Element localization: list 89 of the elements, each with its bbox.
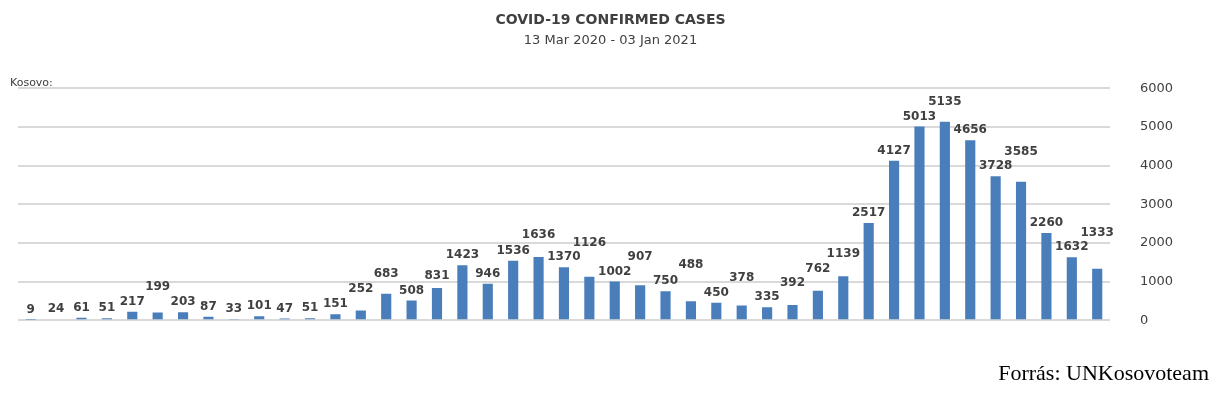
bar	[1066, 257, 1077, 320]
data-label: 508	[399, 282, 425, 297]
bar	[457, 265, 468, 320]
bar	[406, 300, 417, 320]
data-label: 1126	[572, 234, 607, 249]
y-tick-label: 3000	[1139, 195, 1174, 211]
data-label: 831	[424, 268, 450, 283]
bar	[482, 283, 493, 320]
data-label: 907	[627, 249, 653, 264]
bar	[914, 126, 925, 320]
data-label: 2260	[1029, 215, 1064, 230]
y-tick-label: 0	[1139, 311, 1149, 327]
bar	[558, 267, 570, 320]
y-tick-label: 5000	[1139, 118, 1174, 134]
bar	[177, 312, 189, 320]
data-label: 24	[47, 301, 65, 316]
bar	[812, 290, 823, 320]
data-label: 51	[98, 300, 116, 315]
chart-title: COVID-19 CONFIRMED CASES	[495, 11, 726, 28]
data-label: 683	[373, 265, 399, 280]
bar	[990, 176, 1001, 320]
data-label: 252	[348, 280, 374, 295]
bar	[1015, 181, 1027, 320]
data-label: 61	[73, 299, 90, 314]
bar	[254, 316, 265, 320]
bar	[533, 257, 544, 320]
data-label: 101	[246, 298, 272, 313]
data-label: 47	[276, 300, 293, 315]
bar	[863, 222, 874, 320]
data-label: 33	[225, 301, 243, 316]
data-label: 488	[678, 257, 704, 272]
data-label: 946	[475, 265, 501, 280]
y-tick-label: 2000	[1139, 234, 1174, 250]
data-label: 5135	[928, 93, 962, 108]
data-label: 203	[170, 294, 196, 309]
bar	[1041, 232, 1052, 320]
bar	[635, 285, 646, 320]
bar	[609, 281, 620, 320]
bar	[762, 307, 773, 320]
data-label: 750	[653, 273, 679, 288]
y-tick-label: 6000	[1139, 79, 1174, 95]
bar	[660, 291, 671, 320]
bar	[838, 276, 849, 320]
bar	[1092, 268, 1103, 320]
annotation: Kosovo:	[10, 76, 53, 89]
bar	[330, 314, 341, 320]
chart-subtitle: 13 Mar 2020 - 03 Jan 2021	[523, 31, 698, 47]
data-label: 151	[322, 296, 348, 311]
data-label: 2517	[851, 205, 886, 220]
bar	[711, 302, 722, 320]
data-label: 1423	[445, 247, 480, 262]
data-label: 87	[200, 298, 217, 313]
bar	[736, 305, 747, 320]
bar	[685, 301, 696, 320]
data-label: 1370	[547, 249, 581, 264]
data-label: 3585	[1004, 143, 1038, 158]
data-label: 51	[301, 300, 319, 315]
bar	[203, 316, 214, 320]
bar	[584, 276, 595, 320]
data-label: 4127	[877, 142, 911, 157]
bar	[787, 305, 798, 320]
data-label: 217	[119, 293, 145, 308]
data-label: 5013	[902, 108, 937, 123]
data-label: 1636	[521, 227, 556, 242]
data-label: 450	[703, 284, 729, 299]
bar	[431, 288, 443, 320]
y-tick-label: 4000	[1139, 157, 1174, 173]
text: Forrás: UNKosovoteam	[998, 360, 1209, 386]
bar	[127, 311, 138, 320]
data-label: 762	[805, 260, 831, 275]
y-tick-label: 1000	[1139, 272, 1174, 288]
bar	[939, 121, 950, 320]
data-label: 3728	[978, 158, 1013, 173]
data-label: 335	[754, 289, 780, 304]
data-label: 199	[145, 278, 171, 293]
data-label: 1536	[496, 242, 530, 257]
data-label: 1333	[1080, 224, 1114, 239]
data-label: 392	[779, 275, 806, 290]
bar	[888, 160, 900, 320]
bar	[355, 310, 366, 320]
data-label: 4656	[953, 122, 987, 137]
bar	[508, 260, 519, 320]
bar	[381, 293, 392, 320]
data-label: 9	[26, 301, 35, 316]
data-label: 378	[729, 269, 755, 284]
bar	[965, 140, 976, 320]
data-label: 1002	[598, 263, 632, 278]
data-label: 1632	[1055, 239, 1089, 254]
data-label: 1139	[826, 246, 860, 261]
